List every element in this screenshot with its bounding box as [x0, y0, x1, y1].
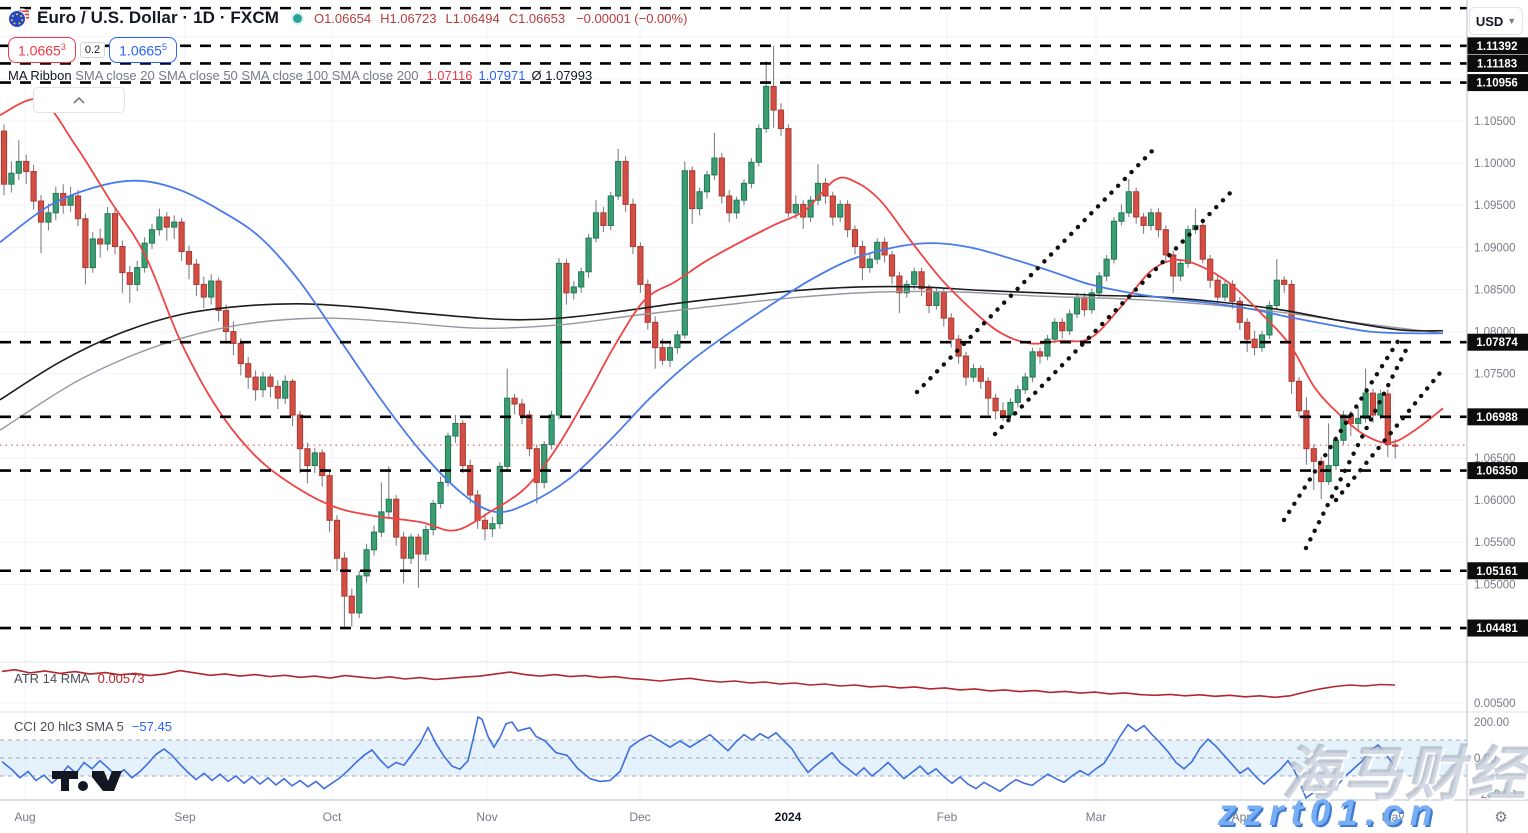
svg-text:2024: 2024: [775, 810, 802, 824]
sma200-line: [0, 285, 1444, 401]
sma20-value: 1.07116: [426, 68, 473, 83]
tradingview-logo[interactable]: [52, 770, 124, 797]
svg-text:1.06988: 1.06988: [1476, 412, 1518, 424]
symbol-title[interactable]: Euro / U.S. Dollar · 1D · FXCM: [37, 8, 279, 27]
bid-ask-row: 1.06653 0.2 1.06655: [8, 37, 687, 63]
atr-indicator-legend[interactable]: ATR 14 RMA 0.00573: [14, 671, 145, 686]
ohlc-values: O1.06654 H1.06723 L1.06494 C1.06653 −0.0…: [314, 11, 687, 26]
sma50-line: [0, 179, 1444, 514]
svg-text:Dec: Dec: [629, 810, 650, 824]
svg-text:1.04481: 1.04481: [1476, 623, 1518, 635]
svg-text:Apr: Apr: [1232, 810, 1251, 824]
svg-text:0.00: 0.00: [1474, 753, 1496, 765]
svg-text:Sep: Sep: [174, 810, 196, 824]
svg-text:−200.00: −200.00: [1474, 789, 1516, 801]
svg-text:200.00: 200.00: [1474, 717, 1509, 729]
ma-ribbon-lines: [0, 98, 1444, 532]
currency-label: USD: [1475, 13, 1504, 29]
atr-value: 0.00573: [97, 671, 145, 686]
ohlc-open: O1.06654: [313, 10, 372, 26]
svg-text:1.09000: 1.09000: [1474, 242, 1516, 254]
cci-indicator-legend[interactable]: CCI 20 hlc3 SMA 5 −57.45: [14, 719, 172, 734]
svg-text:1.08500: 1.08500: [1474, 284, 1516, 296]
svg-text:1.10500: 1.10500: [1474, 116, 1516, 128]
svg-text:1.11183: 1.11183: [1477, 58, 1517, 70]
cci-pane: [0, 715, 1467, 800]
currency-toggle-button[interactable]: USD ▼: [1469, 7, 1523, 35]
buy-button[interactable]: 1.06655: [109, 37, 177, 63]
svg-text:0.00500: 0.00500: [1474, 698, 1516, 710]
svg-text:Mar: Mar: [1086, 810, 1107, 824]
svg-text:1.10956: 1.10956: [1476, 78, 1518, 90]
svg-text:1.07874: 1.07874: [1476, 337, 1518, 349]
cci-label-text: CCI 20 hlc3 SMA 5: [14, 719, 124, 734]
svg-text:Aug: Aug: [14, 810, 35, 824]
trendlines[interactable]: [914, 145, 1447, 551]
svg-text:1.05161: 1.05161: [1476, 566, 1518, 578]
sma50-value: 1.07971: [478, 68, 526, 83]
ohlc-close: C1.06653: [508, 10, 566, 26]
eu-flag-icon: [8, 10, 26, 28]
cci-line: [1, 715, 1399, 800]
atr-pane: [1, 668, 1396, 699]
svg-text:1.06350: 1.06350: [1476, 466, 1518, 478]
symbol-row: Euro / U.S. Dollar · 1D · FXCM O1.06654 …: [8, 5, 687, 31]
svg-text:1.11392: 1.11392: [1477, 41, 1518, 53]
support-resistance-levels[interactable]: [0, 6, 1467, 630]
sell-button[interactable]: 1.06653: [8, 37, 76, 63]
svg-text:1.06500: 1.06500: [1474, 453, 1516, 465]
eurusd-pair-icon: [8, 8, 30, 28]
pane-separators[interactable]: [0, 661, 1528, 713]
svg-text:1.09500: 1.09500: [1474, 200, 1516, 212]
sma100-line: [0, 290, 1444, 431]
indicator-name: MA Ribbon: [8, 68, 72, 83]
ma-ribbon-legend[interactable]: MA Ribbon SMA close 20 SMA close 50 SMA …: [8, 68, 687, 83]
chart-legend: Euro / U.S. Dollar · 1D · FXCM O1.06654 …: [8, 5, 687, 83]
atr-label-text: ATR 14 RMA: [14, 671, 90, 686]
svg-text:1.10000: 1.10000: [1474, 158, 1516, 170]
svg-text:1.05500: 1.05500: [1474, 537, 1516, 549]
ohlc-high: H1.06723: [380, 10, 437, 26]
ohlc-change: −0.00001 (−0.00%): [576, 10, 688, 26]
chevron-down-icon: ▼: [1507, 16, 1517, 26]
gridlines: [0, 0, 1467, 800]
svg-text:May: May: [1382, 810, 1405, 824]
collapse-pane-button[interactable]: [33, 87, 125, 113]
sma-average-value: Ø 1.07993: [531, 68, 593, 83]
svg-text:Nov: Nov: [476, 810, 497, 824]
axis-settings-gear-icon[interactable]: ⚙: [1489, 806, 1513, 828]
time-axis[interactable]: Aug Sep Oct Nov Dec 2024 Feb Mar Apr May: [14, 810, 1404, 824]
cci-value: −57.45: [131, 719, 172, 734]
chevron-up-icon: [73, 96, 85, 104]
ohlc-low: L1.06494: [445, 10, 500, 26]
atr-line: [1, 668, 1396, 699]
sma20-line: [0, 98, 1444, 532]
candles-layer: [0, 46, 1399, 629]
svg-text:1.06000: 1.06000: [1474, 495, 1516, 507]
market-status-dot[interactable]: [292, 13, 302, 23]
svg-text:Oct: Oct: [323, 810, 342, 824]
svg-text:1.07500: 1.07500: [1474, 369, 1516, 381]
svg-text:1.05000: 1.05000: [1474, 579, 1516, 591]
price-axis[interactable]: 1.105001.100001.095001.090001.085001.080…: [1467, 37, 1528, 801]
indicator-params: SMA close 20 SMA close 50 SMA close 100 …: [71, 68, 419, 83]
spread-value: 0.2: [79, 42, 106, 58]
svg-text:Feb: Feb: [937, 810, 958, 824]
